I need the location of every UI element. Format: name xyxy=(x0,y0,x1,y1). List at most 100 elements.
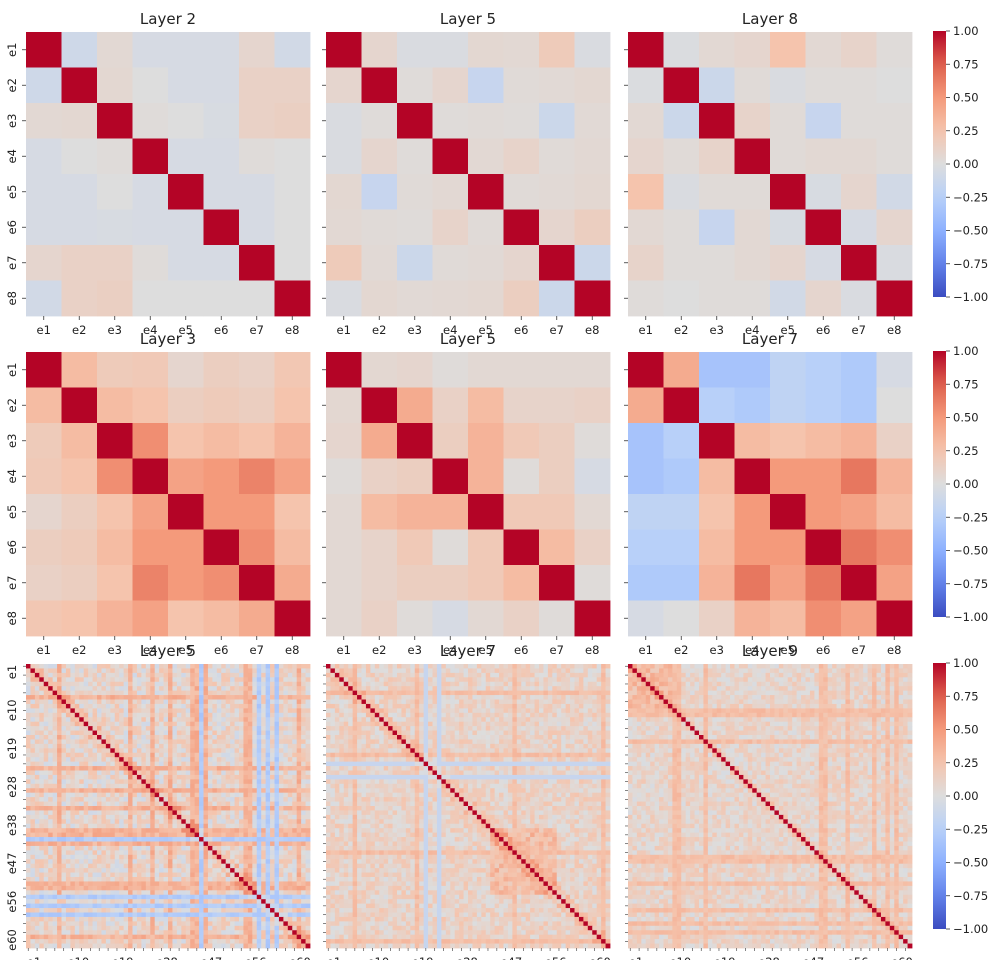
heatmap-cell xyxy=(190,850,196,856)
heatmap-cell xyxy=(34,712,40,718)
heatmap-cell xyxy=(239,529,275,566)
heatmap-cell xyxy=(397,32,433,68)
heatmap-cell xyxy=(83,921,89,927)
heatmap-cell xyxy=(26,721,31,727)
heatmap-cell xyxy=(230,717,235,723)
heatmap-cell xyxy=(207,766,213,771)
heatmap-cell xyxy=(365,664,371,669)
heatmap-cell xyxy=(216,699,222,705)
heatmap-cell xyxy=(39,779,45,785)
heatmap-cell xyxy=(190,930,196,936)
heatmap-cell xyxy=(296,735,302,740)
heatmap-cell xyxy=(379,664,385,669)
heatmap-cell xyxy=(516,664,522,669)
heatmap-cell xyxy=(114,761,120,767)
heatmap-cell xyxy=(168,730,173,736)
heatmap-cell xyxy=(256,721,262,727)
heatmap-cell xyxy=(48,894,54,900)
heatmap-cell xyxy=(221,783,227,789)
heatmap-cell xyxy=(83,783,89,789)
x-tick-label: e5 xyxy=(781,323,795,337)
heatmap-cell xyxy=(207,832,213,838)
heatmap-cell xyxy=(428,672,433,678)
heatmap-cell xyxy=(252,819,258,825)
heatmap-cell xyxy=(252,717,258,723)
heatmap-cell xyxy=(150,797,156,802)
heatmap-cell xyxy=(145,779,151,785)
heatmap-cell xyxy=(463,664,469,669)
heatmap-cell xyxy=(79,708,85,714)
heatmap-cell xyxy=(97,717,102,723)
heatmap-cell xyxy=(150,921,156,927)
heatmap-cell xyxy=(301,943,306,949)
heatmap-cell xyxy=(770,280,806,317)
heatmap-cell xyxy=(163,721,169,727)
heatmap-cell xyxy=(172,766,178,771)
heatmap-cell xyxy=(61,681,67,687)
heatmap-cell xyxy=(274,930,280,936)
heatmap-cell xyxy=(326,600,362,637)
heatmap-cell xyxy=(270,863,275,869)
heatmap-cell xyxy=(339,681,345,687)
heatmap-cell xyxy=(145,810,151,816)
heatmap-cell xyxy=(74,930,80,936)
heatmap-cell xyxy=(132,690,138,696)
heatmap-cell xyxy=(207,668,213,674)
heatmap-cell xyxy=(287,677,293,683)
heatmap-cell xyxy=(168,770,173,776)
heatmap-cell xyxy=(436,668,442,674)
heatmap-cell xyxy=(296,748,302,754)
heatmap-cell xyxy=(119,757,125,763)
heatmap-cell xyxy=(110,690,116,696)
heatmap-cell xyxy=(207,690,213,696)
heatmap-cell xyxy=(57,930,62,936)
heatmap-cell xyxy=(128,664,133,669)
heatmap-cell xyxy=(74,841,80,847)
heatmap-cell xyxy=(265,690,271,696)
heatmap-cell xyxy=(234,908,240,913)
heatmap-cell xyxy=(97,761,102,767)
x-tick-label: e4 xyxy=(443,643,457,657)
heatmap-cell xyxy=(57,695,62,700)
heatmap-cell xyxy=(287,810,293,816)
heatmap-cell xyxy=(145,823,151,829)
heatmap-cell xyxy=(43,810,49,816)
y-tick-label: e2 xyxy=(5,78,19,92)
heatmap-cell xyxy=(216,877,222,882)
heatmap-cell xyxy=(70,739,76,745)
heatmap-cell xyxy=(43,792,49,798)
heatmap-cell xyxy=(392,668,398,674)
heatmap-cell xyxy=(132,788,138,794)
heatmap-cell xyxy=(163,841,169,847)
heatmap-cell xyxy=(39,850,45,856)
heatmap-cell xyxy=(190,837,196,842)
heatmap-cell xyxy=(274,823,280,829)
heatmap-cell xyxy=(185,664,191,669)
heatmap-cell xyxy=(30,792,36,798)
heatmap-cell xyxy=(136,863,142,869)
heatmap-cell xyxy=(216,881,222,887)
heatmap-cell xyxy=(261,863,267,869)
heatmap-cell xyxy=(261,748,267,754)
heatmap-cell xyxy=(57,717,62,723)
heatmap-cell xyxy=(105,903,111,909)
heatmap-cell xyxy=(287,681,293,687)
heatmap-cell xyxy=(432,209,469,246)
x-tick-label: e8 xyxy=(887,323,901,337)
heatmap-cell xyxy=(247,739,253,745)
heatmap-cell xyxy=(34,854,40,860)
heatmap-cell xyxy=(65,890,71,896)
heatmap-cell xyxy=(132,806,138,811)
heatmap-cell xyxy=(292,894,298,900)
heatmap-cell xyxy=(252,916,258,922)
heatmap-cell xyxy=(48,779,54,785)
heatmap-cell xyxy=(301,721,306,727)
heatmap-cell xyxy=(105,814,111,820)
heatmap-cell xyxy=(225,837,231,842)
heatmap-cell xyxy=(34,885,40,891)
heatmap-cell xyxy=(79,672,85,678)
heatmap-cell xyxy=(168,699,173,705)
heatmap-cell xyxy=(270,739,275,745)
heatmap-cell xyxy=(234,810,240,816)
heatmap-cell xyxy=(30,677,36,683)
